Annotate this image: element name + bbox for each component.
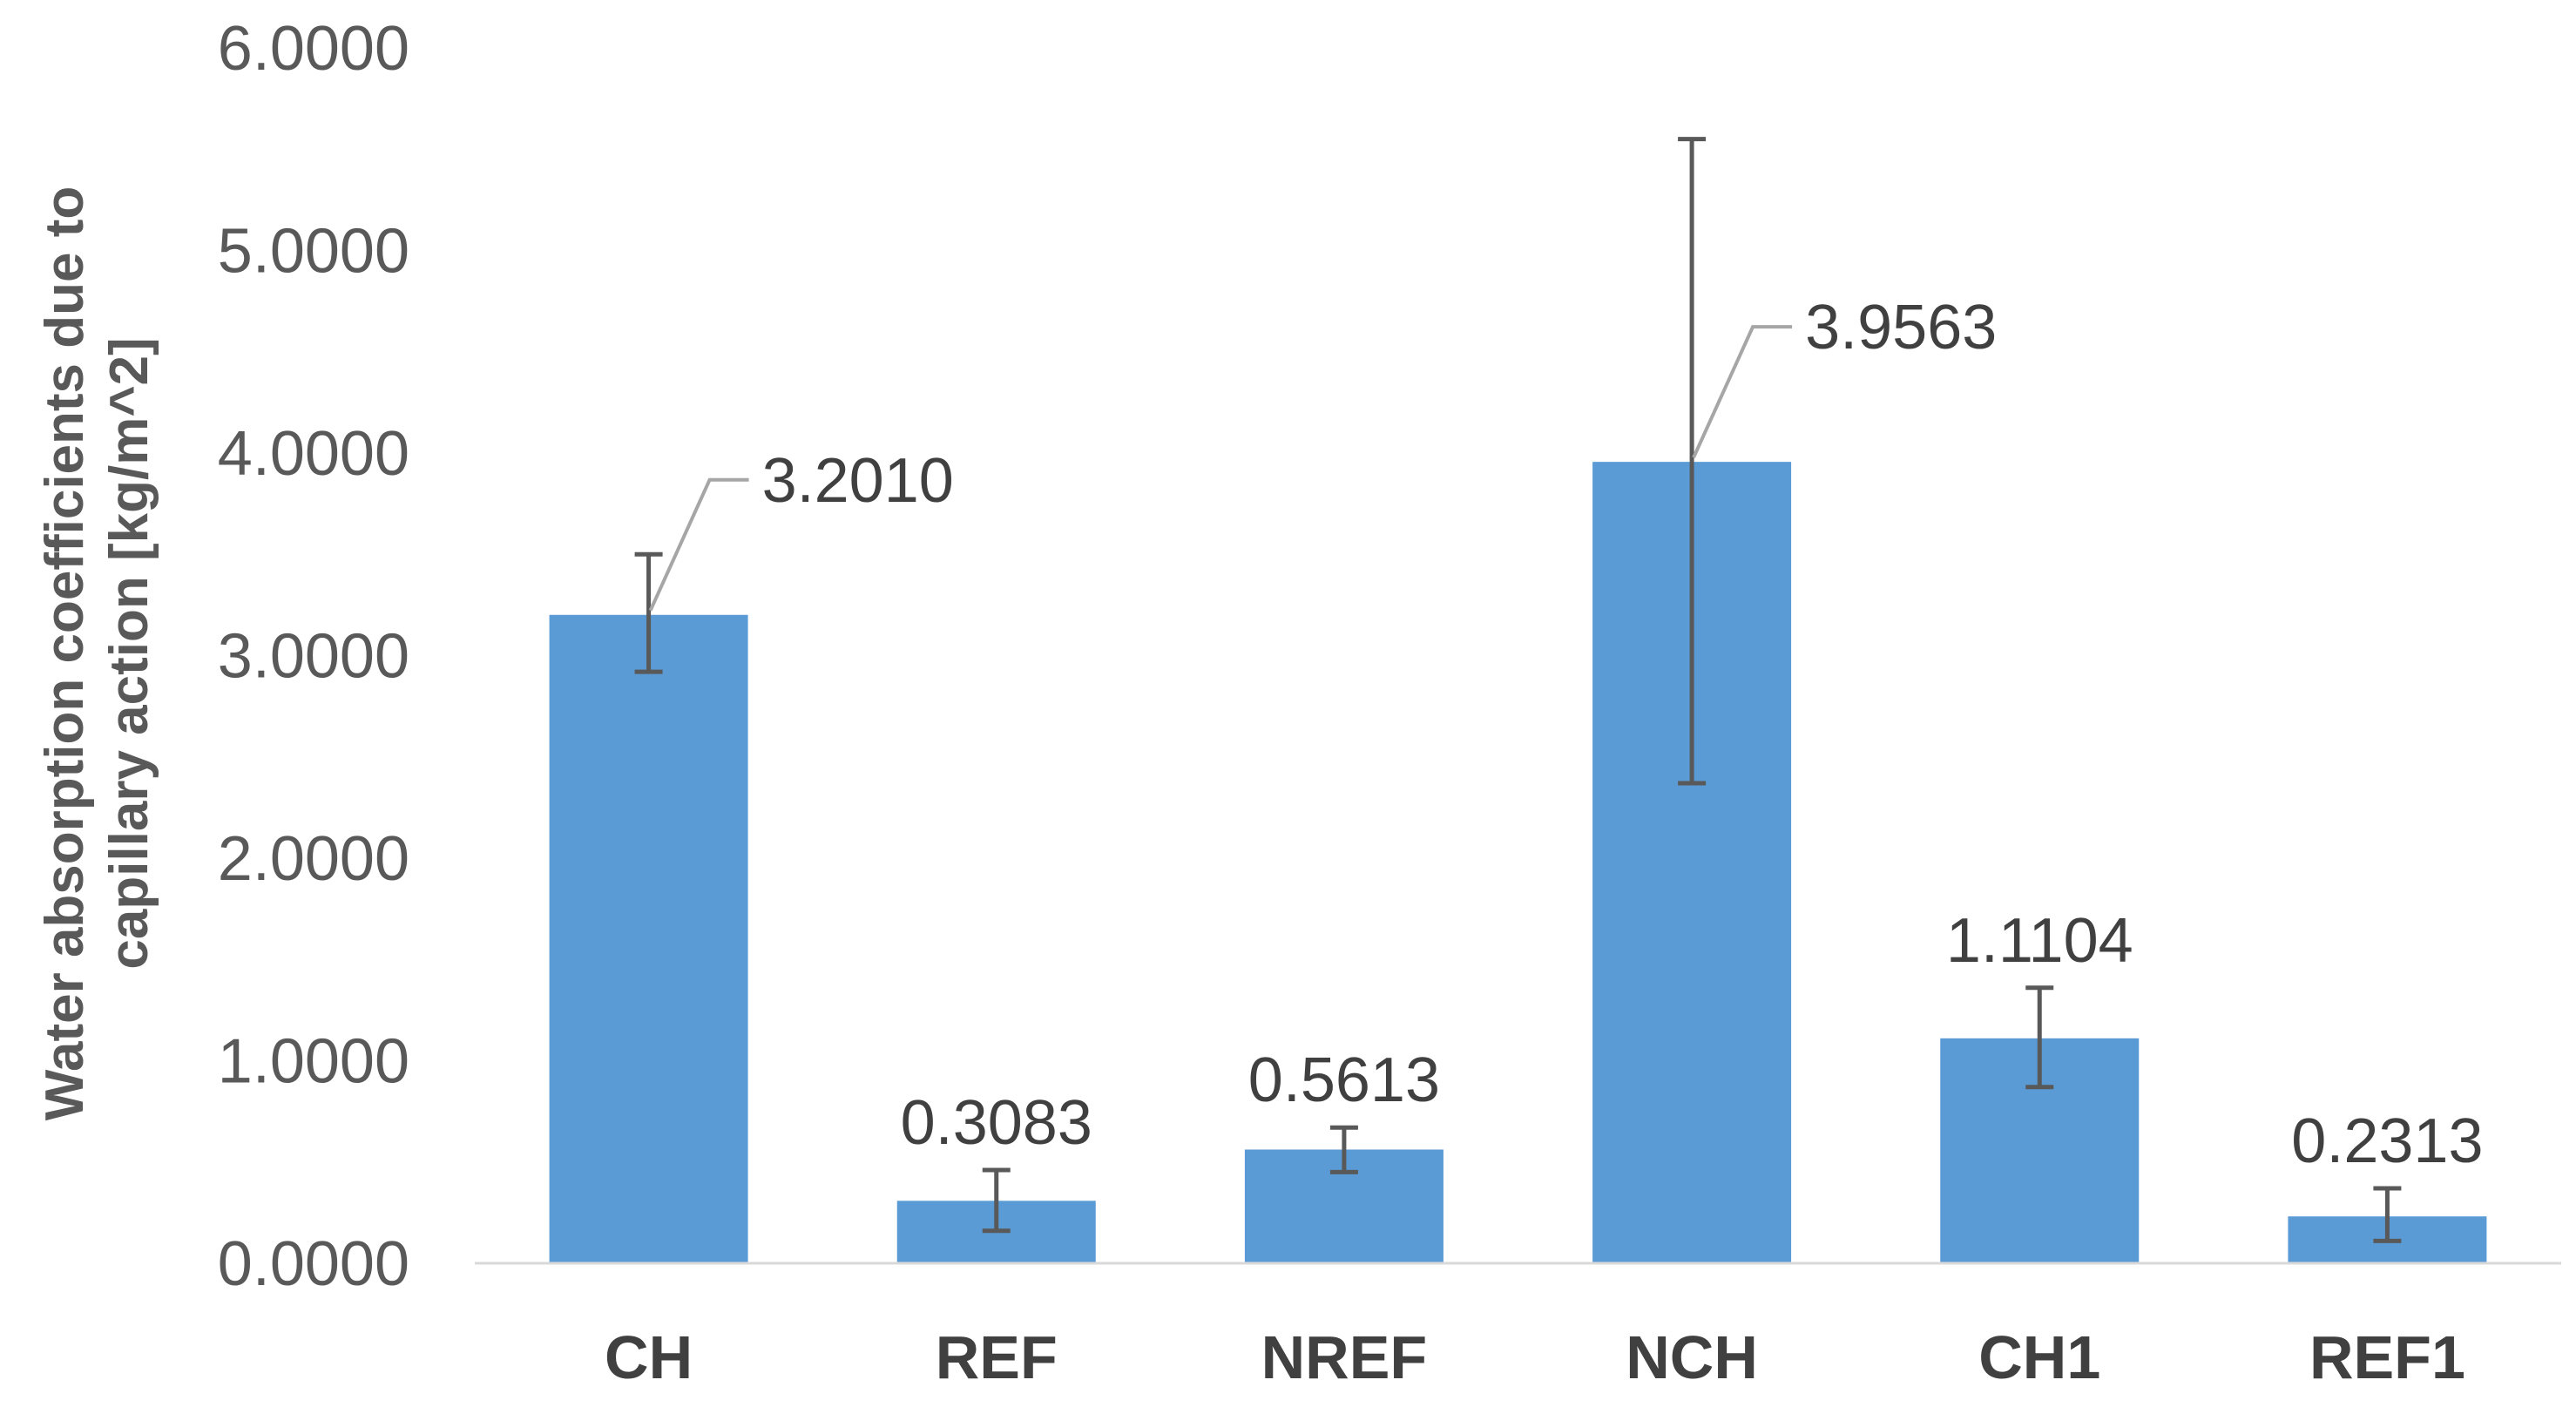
data-label-ch: 3.2010 (762, 446, 954, 516)
y-tick-label: 1.0000 (218, 1027, 409, 1097)
x-category-label: REF (936, 1323, 1058, 1391)
x-category-label: NREF (1261, 1323, 1428, 1391)
bar-ch (549, 614, 748, 1263)
x-axis-categories: CH REF NREF NCH CH1 REF1 (605, 1323, 2465, 1391)
error-bar-ch1 (2025, 985, 2054, 1090)
x-category-label: CH1 (1978, 1323, 2100, 1391)
y-axis-label: Water absorption coefficients due tocapi… (35, 186, 159, 1120)
label-leader-lines (648, 325, 1793, 612)
y-tick-label: 6.0000 (218, 14, 409, 84)
error-bars (634, 137, 2402, 1243)
error-bar-ref1 (2373, 1186, 2402, 1243)
y-tick-label: 3.0000 (218, 622, 409, 692)
error-bar-nch (1678, 137, 1707, 786)
leader-line-nch (1692, 325, 1793, 458)
y-axis-ticks: 0.0000 1.0000 2.0000 3.0000 4.0000 5.0000 6.00… (218, 14, 409, 1299)
error-bar-ch (634, 551, 663, 674)
bars (549, 462, 2487, 1263)
y-axis-title: Water absorption coefficients due tocapi… (35, 186, 159, 1120)
y-tick-label: 5.0000 (218, 217, 409, 287)
y-axis-title-line: capillary action [kg/m^2] (99, 337, 159, 969)
leader-line-ch (648, 477, 749, 612)
data-label-nch: 3.9563 (1805, 293, 1997, 362)
data-label-ch1: 1.1104 (1946, 906, 2133, 976)
y-tick-label: 4.0000 (218, 419, 409, 489)
x-category-label: REF1 (2309, 1323, 2465, 1391)
y-tick-label: 2.0000 (218, 824, 409, 894)
x-category-label: NCH (1626, 1323, 1758, 1391)
y-tick-label: 0.0000 (218, 1229, 409, 1299)
data-label-nref: 0.5613 (1248, 1045, 1440, 1115)
data-label-ref1: 0.2313 (2291, 1106, 2483, 1176)
data-labels: 3.2010 0.3083 0.5613 3.9563 1.1104 0.2313 (762, 293, 2484, 1176)
y-axis-title-line: Water absorption coefficients due to (35, 186, 95, 1120)
error-bar-nref (1329, 1125, 1358, 1174)
x-category-label: CH (605, 1323, 693, 1391)
data-label-ref: 0.3083 (901, 1088, 1092, 1158)
error-bar-ref (982, 1167, 1011, 1234)
